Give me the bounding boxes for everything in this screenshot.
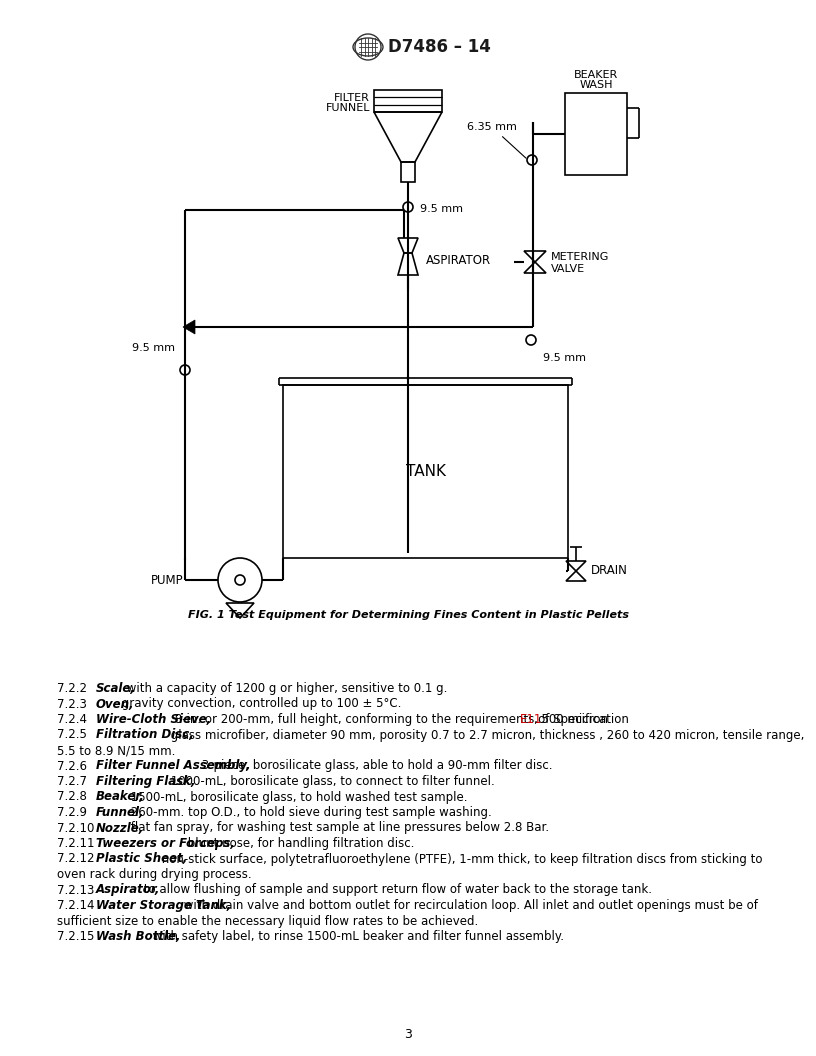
Text: Beaker,: Beaker,	[96, 791, 145, 804]
Text: 3: 3	[404, 1029, 412, 1041]
Bar	[374, 90, 442, 112]
Text: VALVE: VALVE	[551, 264, 585, 274]
Text: 1000-mL, borosilicate glass, to connect to filter funnel.: 1000-mL, borosilicate glass, to connect …	[166, 775, 494, 788]
Text: Filter Funnel Assembly,: Filter Funnel Assembly,	[96, 759, 251, 773]
Text: gravity convection, controlled up to 100 ± 5°C.: gravity convection, controlled up to 100…	[118, 698, 401, 711]
Text: 3-piece, borosilicate glass, able to hold a 90-mm filter disc.: 3-piece, borosilicate glass, able to hol…	[197, 759, 552, 773]
Text: 7.2.10: 7.2.10	[57, 822, 95, 834]
Text: METERING: METERING	[551, 252, 610, 262]
Text: 7.2.5: 7.2.5	[57, 729, 86, 741]
Text: 6.35 mm: 6.35 mm	[467, 122, 526, 158]
Bar	[401, 162, 415, 182]
Text: 1500-mL, borosilicate glass, to hold washed test sample.: 1500-mL, borosilicate glass, to hold was…	[127, 791, 468, 804]
Text: TANK: TANK	[406, 464, 446, 479]
Text: , 500 micron.: , 500 micron.	[534, 713, 611, 727]
Text: 7.2.2: 7.2.2	[57, 682, 87, 695]
Text: 7.2.8: 7.2.8	[57, 791, 86, 804]
Text: oven rack during drying process.: oven rack during drying process.	[57, 868, 251, 881]
Text: Water Storage Tank,: Water Storage Tank,	[96, 899, 231, 912]
Text: 260-mm. top O.D., to hold sieve during test sample washing.: 260-mm. top O.D., to hold sieve during t…	[127, 806, 492, 819]
Text: Wire-Cloth Sieve,: Wire-Cloth Sieve,	[96, 713, 211, 727]
Text: to allow flushing of sample and support return flow of water back to the storage: to allow flushing of sample and support …	[140, 884, 652, 897]
Text: Oven,: Oven,	[96, 698, 135, 711]
Text: 7.2.4: 7.2.4	[57, 713, 87, 727]
Text: Filtration Disc,: Filtration Disc,	[96, 729, 193, 741]
Text: Filtering Flask,: Filtering Flask,	[96, 775, 196, 788]
Text: 5.5 to 8.9 N/15 mm.: 5.5 to 8.9 N/15 mm.	[57, 744, 175, 757]
Polygon shape	[524, 251, 546, 262]
Text: WASH: WASH	[579, 80, 613, 90]
Text: BEAKER: BEAKER	[574, 70, 619, 80]
Text: 7.2.12: 7.2.12	[57, 852, 95, 866]
Text: with drain valve and bottom outlet for recirculation loop. All inlet and outlet : with drain valve and bottom outlet for r…	[180, 899, 758, 912]
Text: Wash Bottle,: Wash Bottle,	[96, 930, 180, 943]
Text: E11: E11	[521, 713, 543, 727]
Polygon shape	[566, 561, 586, 571]
Text: 7.2.14: 7.2.14	[57, 899, 95, 912]
Text: DRAIN: DRAIN	[591, 565, 628, 578]
Text: 7.2.11: 7.2.11	[57, 837, 95, 850]
Polygon shape	[183, 320, 195, 334]
Text: 7.2.7: 7.2.7	[57, 775, 87, 788]
Text: with a capacity of 1200 g or higher, sensitive to 0.1 g.: with a capacity of 1200 g or higher, sen…	[122, 682, 447, 695]
Text: FUNNEL: FUNNEL	[326, 103, 370, 113]
Bar	[565, 93, 627, 175]
Text: glass microfiber, diameter 90 mm, porosity 0.7 to 2.7 micron, thickness , 260 to: glass microfiber, diameter 90 mm, porosi…	[166, 729, 804, 741]
Text: Nozzle,: Nozzle,	[96, 822, 144, 834]
Text: non-stick surface, polytetrafluoroethylene (PTFE), 1-mm thick, to keep filtratio: non-stick surface, polytetrafluoroethyle…	[157, 852, 762, 866]
Text: flat fan spray, for washing test sample at line pressures below 2.8 Bar.: flat fan spray, for washing test sample …	[127, 822, 549, 834]
Text: 9.5 mm: 9.5 mm	[420, 204, 463, 214]
Text: sufficient size to enable the necessary liquid flow rates to be achieved.: sufficient size to enable the necessary …	[57, 914, 478, 927]
Text: Scale,: Scale,	[96, 682, 136, 695]
Text: with safety label, to rinse 1500-mL beaker and filter funnel assembly.: with safety label, to rinse 1500-mL beak…	[149, 930, 564, 943]
Text: 7.2.13: 7.2.13	[57, 884, 95, 897]
Text: D7486 – 14: D7486 – 14	[388, 38, 491, 56]
Text: FILTER: FILTER	[334, 93, 370, 103]
Text: ASPIRATOR: ASPIRATOR	[426, 254, 491, 267]
Text: 7.2.3: 7.2.3	[57, 698, 86, 711]
Bar	[283, 385, 568, 558]
Text: 7.2.15: 7.2.15	[57, 930, 95, 943]
Text: 9.5 mm: 9.5 mm	[132, 343, 175, 353]
Text: FIG. 1 Test Equipment for Determining Fines Content in Plastic Pellets: FIG. 1 Test Equipment for Determining Fi…	[188, 610, 628, 620]
Text: Funnel,: Funnel,	[96, 806, 144, 819]
Text: 7.2.6: 7.2.6	[57, 759, 87, 773]
Text: 7.2.9: 7.2.9	[57, 806, 87, 819]
Text: PUMP: PUMP	[150, 573, 183, 586]
Text: Tweezers or Forceps,: Tweezers or Forceps,	[96, 837, 235, 850]
Text: 9.5 mm: 9.5 mm	[543, 353, 586, 363]
Text: Plastic Sheet,: Plastic Sheet,	[96, 852, 187, 866]
Text: 8-in. or 200-mm, full height, conforming to the requirements of Specification: 8-in. or 200-mm, full height, conforming…	[171, 713, 632, 727]
Text: blunt nose, for handling filtration disc.: blunt nose, for handling filtration disc…	[184, 837, 415, 850]
Text: Aspirator,: Aspirator,	[96, 884, 161, 897]
